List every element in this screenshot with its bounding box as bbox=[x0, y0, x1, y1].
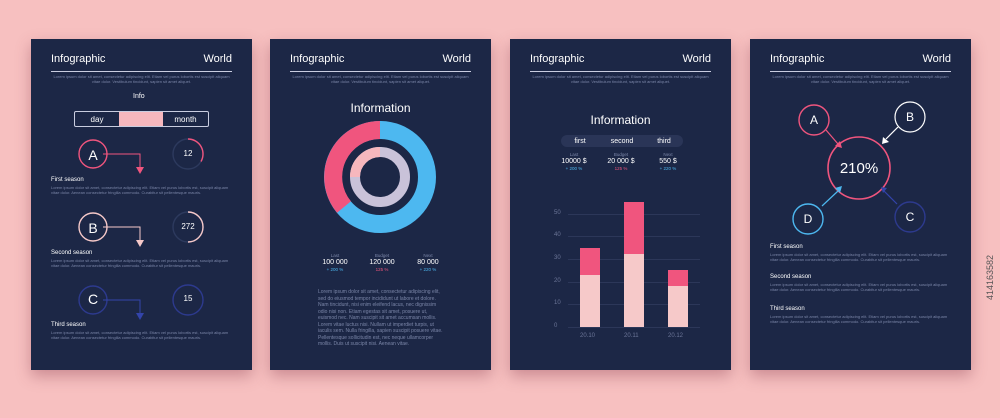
stat-next-title: Next bbox=[408, 253, 448, 258]
card-title: Infographic bbox=[290, 53, 344, 69]
bar-20.11-series-2 bbox=[624, 202, 644, 254]
card-header: Infographic World bbox=[770, 53, 951, 69]
node-a-letter: A bbox=[802, 113, 826, 127]
season-1-name: First season bbox=[770, 244, 803, 250]
segment-month[interactable]: month bbox=[163, 112, 208, 126]
y-tick-label: 40 bbox=[554, 232, 561, 238]
card-subtitle: Lorem ipsum dolor sit amet, consectetur … bbox=[770, 74, 951, 84]
y-tick-label: 20 bbox=[554, 278, 561, 284]
season-b-value: 272 bbox=[173, 222, 203, 231]
arrow-b-head bbox=[882, 137, 889, 144]
card-region: World bbox=[922, 53, 951, 69]
card-1: Infographic World Lorem ipsum dolor sit … bbox=[31, 39, 252, 370]
card-header: Infographic World bbox=[51, 53, 232, 69]
bar-20.10-series-1 bbox=[580, 275, 600, 327]
y-tick-label: 10 bbox=[554, 300, 561, 306]
donut-inner-pink bbox=[355, 152, 380, 177]
header-divider bbox=[51, 71, 232, 72]
season-a-text: Lorem ipsum dolor sit amet, consectetur … bbox=[51, 185, 231, 195]
season-a-arrowhead bbox=[136, 167, 144, 174]
season-c-value: 15 bbox=[173, 294, 203, 303]
segment-day[interactable]: day bbox=[75, 112, 119, 126]
card-2: Infographic World Lorem ipsum dolor sit … bbox=[270, 39, 491, 370]
card-subtitle: Lorem ipsum dolor sit amet, consectetur … bbox=[290, 74, 471, 84]
seasons-diagram bbox=[31, 134, 252, 294]
stat-budget-change: 125 % bbox=[362, 267, 402, 272]
arrow-b-center bbox=[886, 127, 898, 139]
season-a-name: First season bbox=[51, 177, 84, 183]
season-1-text: Lorem ipsum dolor sit amet, consectetur … bbox=[770, 252, 950, 262]
season-b-text: Lorem ipsum dolor sit amet, consectetur … bbox=[51, 258, 231, 268]
card-title: Infographic bbox=[51, 53, 105, 69]
card-header: Infographic World bbox=[290, 53, 471, 69]
y-tick-label: 30 bbox=[554, 255, 561, 261]
stat-last: Last 100 000 + 200 % bbox=[315, 253, 355, 272]
info-label: Info bbox=[133, 93, 145, 100]
info-heading: Information bbox=[270, 101, 491, 115]
stat-budget-value: 120 000 bbox=[362, 259, 402, 266]
season-b-letter: B bbox=[81, 220, 105, 236]
season-c-letter: C bbox=[81, 291, 105, 307]
x-tick-label: 20.12 bbox=[668, 333, 683, 339]
node-b-letter: B bbox=[898, 110, 922, 124]
season-3-name: Third season bbox=[770, 306, 805, 312]
bar-20.12-series-1 bbox=[668, 286, 688, 327]
stat-last-title: Last bbox=[315, 253, 355, 258]
stat-last-value: 100 000 bbox=[315, 259, 355, 266]
card-3: Infographic World Lorem ipsum dolor sit … bbox=[510, 39, 731, 370]
bar-20.10-series-2 bbox=[580, 248, 600, 275]
bar-20.12-series-2 bbox=[668, 270, 688, 286]
stat-next-change: + 220 % bbox=[408, 267, 448, 272]
card-region: World bbox=[203, 53, 232, 69]
season-2-name: Second season bbox=[770, 274, 811, 280]
stat-budget-title: Budget bbox=[362, 253, 402, 258]
x-tick-label: 20.11 bbox=[624, 333, 639, 339]
y-tick-label: 0 bbox=[554, 323, 557, 329]
stacked-bar-chart: 0 10 20 30 40 50 20.10 20.11 20.12 bbox=[510, 39, 731, 370]
stock-id: 414163582 bbox=[985, 255, 995, 300]
season-2-text: Lorem ipsum dolor sit amet, consectetur … bbox=[770, 282, 950, 292]
header-divider bbox=[290, 71, 471, 72]
stat-last-change: + 200 % bbox=[315, 267, 355, 272]
season-b-name: Second season bbox=[51, 250, 92, 256]
x-tick-label: 20.10 bbox=[580, 333, 595, 339]
season-3-text: Lorem ipsum dolor sit amet, consectetur … bbox=[770, 314, 950, 324]
season-b-arrowhead bbox=[136, 240, 144, 247]
season-c-arrowhead bbox=[136, 313, 144, 320]
card-4: Infographic World Lorem ipsum dolor sit … bbox=[750, 39, 971, 370]
bar-20.11-series-1 bbox=[624, 254, 644, 327]
season-b-arrow bbox=[103, 227, 140, 240]
stat-next: Next 80 000 + 220 % bbox=[408, 253, 448, 272]
season-a-arrow bbox=[103, 154, 140, 167]
season-c-name: Third season bbox=[51, 322, 86, 328]
season-c-arrow bbox=[103, 300, 140, 313]
arrow-c-center bbox=[884, 191, 897, 204]
stat-next-value: 80 000 bbox=[408, 259, 448, 266]
season-a-value: 12 bbox=[173, 149, 203, 158]
season-c-text: Lorem ipsum dolor sit amet, consectetur … bbox=[51, 330, 231, 340]
y-tick-label: 50 bbox=[554, 210, 561, 216]
segment-week[interactable]: week bbox=[119, 112, 163, 126]
node-c-letter: C bbox=[898, 210, 922, 224]
card-title: Infographic bbox=[770, 53, 824, 69]
center-value: 210% bbox=[829, 160, 889, 177]
header-divider bbox=[770, 71, 951, 72]
card-subtitle: Lorem ipsum dolor sit amet, consectetur … bbox=[51, 74, 232, 84]
node-d-letter: D bbox=[796, 212, 820, 226]
donut-chart bbox=[310, 117, 450, 237]
period-segmented-control: day week month bbox=[74, 111, 209, 127]
season-c-diagram bbox=[31, 282, 252, 322]
gridline bbox=[568, 327, 700, 328]
stat-budget: Budget 120 000 125 % bbox=[362, 253, 402, 272]
body-text: Lorem ipsum dolor sit amet, consectetur … bbox=[318, 289, 443, 348]
card-region: World bbox=[442, 53, 471, 69]
arrow-center-d bbox=[822, 191, 838, 206]
season-a-letter: A bbox=[81, 147, 105, 163]
arrow-a-center bbox=[826, 130, 838, 144]
